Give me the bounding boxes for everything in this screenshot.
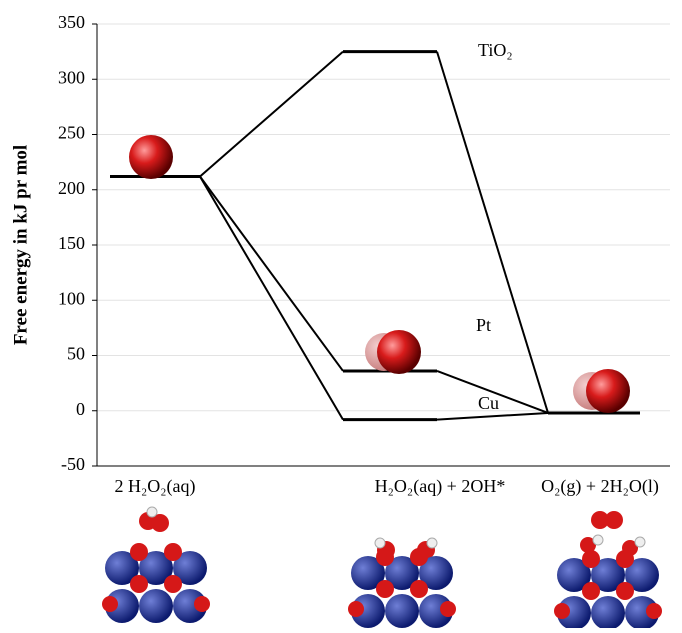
connector bbox=[200, 52, 343, 177]
y-tick-label: 0 bbox=[76, 399, 85, 419]
series-label: Pt bbox=[476, 315, 491, 335]
y-tick-label: 300 bbox=[58, 67, 85, 87]
connector bbox=[200, 176, 343, 370]
y-tick-label: 250 bbox=[58, 123, 85, 143]
connector bbox=[437, 413, 548, 420]
y-tick-label: 50 bbox=[67, 344, 85, 364]
series-label: Cu bbox=[478, 393, 499, 413]
x-tick-label: 2 H₂O₂(aq) bbox=[114, 476, 195, 497]
chart: Free energy in kJ pr mol -50 0 50 100 150 200… bbox=[0, 0, 682, 628]
x-tick-label: H₂O₂(aq) + 2OH* bbox=[375, 476, 506, 497]
x-tick-label: O₂(g) + 2H₂O(l) bbox=[541, 476, 659, 497]
y-tick-label: -50 bbox=[61, 454, 85, 474]
y-tick-label: 100 bbox=[58, 288, 85, 308]
y-tick-label: 150 bbox=[58, 233, 85, 253]
y-axis-label: Free energy in kJ pr mol bbox=[10, 145, 31, 345]
connector bbox=[200, 176, 343, 419]
series-label: TiO₂ bbox=[478, 40, 513, 60]
y-tick-label: 200 bbox=[58, 178, 85, 198]
molecules bbox=[102, 135, 662, 628]
y-tick-label: 350 bbox=[58, 12, 85, 32]
plot-area: -50 0 50 100 150 200 250 300 350 2 H₂O₂(aq) H₂O₂(a… bbox=[58, 12, 670, 497]
connector bbox=[437, 52, 548, 413]
